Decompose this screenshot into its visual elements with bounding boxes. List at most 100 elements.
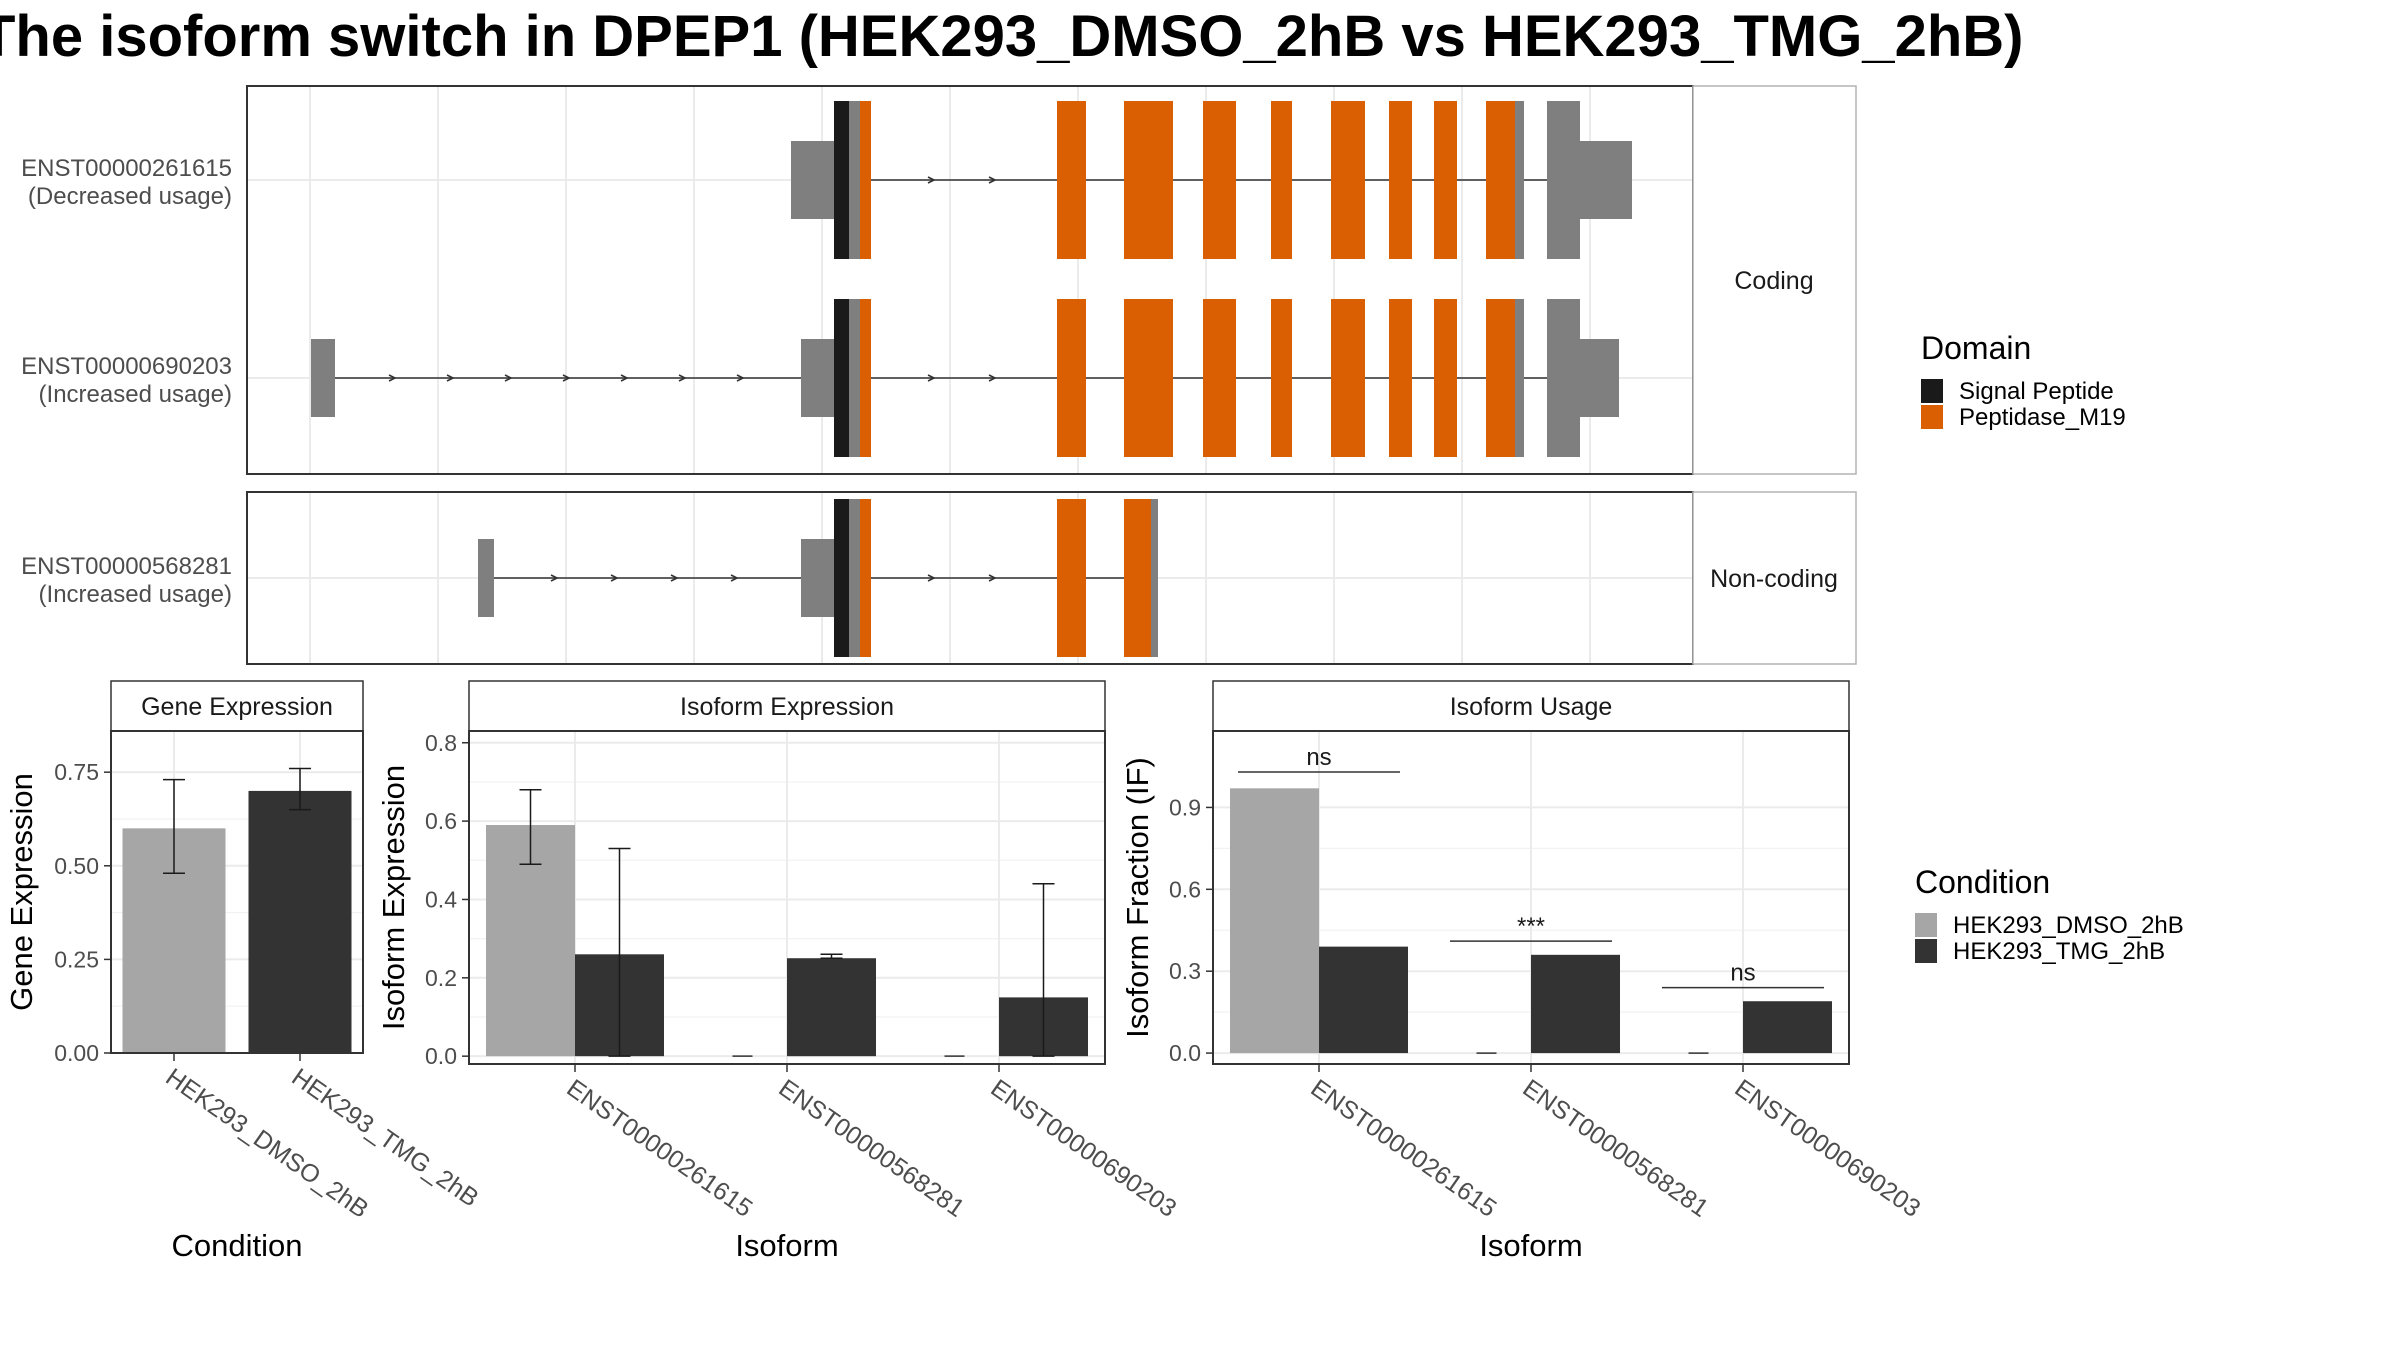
- intron-arrow: [504, 374, 513, 382]
- legend-swatch: [1921, 405, 1943, 429]
- transcript-id-label: ENST00000568281: [21, 553, 232, 580]
- facet-strip: [1692, 491, 1857, 665]
- exon: [801, 539, 834, 617]
- facet-strip: [1692, 85, 1857, 475]
- exon: [1434, 101, 1457, 259]
- legend-item-label: HEK293_DMSO_2hB: [1953, 912, 2184, 939]
- exon: [834, 299, 849, 457]
- isoform-usage-panel: Isoform Usage 0.0 0.3 0.6 0.9 ns *** ns ENST0000…: [1120, 680, 1926, 1263]
- intron-arrow: [446, 374, 455, 382]
- panel-strip: [110, 680, 364, 732]
- legend-swatch: [1915, 939, 1937, 963]
- exon: [1486, 299, 1515, 457]
- exon: [1547, 101, 1580, 259]
- transcript-structure-plot: Coding Non-coding ENST00000261615(Decrease…: [21, 85, 1857, 665]
- isoform-expression-panel: Isoform Expression 0.0 0.2 0.4 0.6 0.8 ENST000…: [376, 680, 1182, 1263]
- intron-arrow: [988, 176, 997, 184]
- y-tick-label: 0.2: [425, 965, 457, 991]
- intron-arrow: [562, 374, 571, 382]
- exon: [834, 499, 849, 657]
- x-axis-title: Isoform: [735, 1228, 838, 1263]
- exon: [1580, 339, 1619, 417]
- intron-arrow: [550, 574, 559, 582]
- panel-strip: [1212, 680, 1850, 732]
- exon: [1331, 299, 1365, 457]
- x-tick-label: ENST00000690203: [986, 1074, 1182, 1223]
- exon: [1151, 499, 1158, 657]
- x-tick-label: ENST00000261615: [562, 1074, 758, 1223]
- intron-arrow: [927, 176, 936, 184]
- bar: [1230, 788, 1319, 1054]
- exon: [1057, 101, 1086, 259]
- y-tick-label: 0.8: [425, 730, 457, 756]
- x-tick-label: HEK293_DMSO_2hB: [161, 1063, 374, 1224]
- transcript-id-label: ENST00000690203: [21, 353, 232, 380]
- exon: [860, 101, 871, 259]
- exon: [1486, 101, 1515, 259]
- panel-border: [110, 730, 364, 1054]
- x-tick-label: ENST00000568281: [1518, 1074, 1714, 1223]
- x-axis-title: Condition: [172, 1228, 303, 1263]
- exon: [478, 539, 494, 617]
- exon: [1434, 299, 1457, 457]
- transcript-id-label: ENST00000261615: [21, 155, 232, 182]
- exon: [1271, 299, 1292, 457]
- y-tick-label: 0.0: [425, 1043, 457, 1069]
- transcript-usage-label: (Decreased usage): [28, 183, 232, 210]
- exon: [834, 101, 849, 259]
- exon: [1203, 299, 1236, 457]
- transcript-usage-label: (Increased usage): [39, 581, 232, 608]
- exon: [849, 299, 860, 457]
- panel-border: [246, 85, 1694, 475]
- intron-arrow: [927, 574, 936, 582]
- exon: [1389, 299, 1412, 457]
- exon: [791, 141, 834, 219]
- exon: [860, 499, 871, 657]
- bar: [1319, 946, 1408, 1054]
- significance-label: ns: [1306, 744, 1331, 771]
- exon: [1124, 499, 1151, 657]
- legend-item-label: Signal Peptide: [1959, 378, 2114, 405]
- exon: [860, 299, 871, 457]
- y-tick-label: 0.9: [1169, 794, 1201, 820]
- x-tick-label: ENST00000261615: [1306, 1074, 1502, 1223]
- intron-arrow: [620, 374, 629, 382]
- exon: [1580, 141, 1632, 219]
- exon: [1515, 101, 1524, 259]
- panel-strip-title: Isoform Expression: [680, 693, 894, 721]
- y-axis-title: Isoform Fraction (IF): [1120, 757, 1155, 1038]
- exon: [1547, 299, 1580, 457]
- facet-label: Non-coding: [1710, 565, 1838, 593]
- y-tick-label: 0.6: [1169, 876, 1201, 902]
- significance-label: ns: [1730, 960, 1755, 987]
- gene-expression-panel: Gene Expression 0.00 0.25 0.50 0.75 HEK293_DM…: [4, 680, 484, 1263]
- domain-legend-title: Domain: [1921, 330, 2031, 366]
- bar: [1743, 1001, 1832, 1054]
- intron-arrow: [388, 374, 397, 382]
- legend-swatch: [1915, 913, 1937, 937]
- exon: [311, 339, 335, 417]
- x-tick-label: ENST00000690203: [1730, 1074, 1926, 1223]
- exon: [1515, 299, 1524, 457]
- y-axis-title: Isoform Expression: [376, 765, 411, 1030]
- y-tick-label: 0.25: [54, 946, 99, 972]
- exon: [801, 339, 834, 417]
- y-tick-label: 0.0: [1169, 1040, 1201, 1066]
- intron-arrow: [610, 574, 619, 582]
- bar: [1531, 954, 1620, 1054]
- y-tick-label: 0.6: [425, 808, 457, 834]
- intron-arrow: [678, 374, 687, 382]
- intron-arrow: [988, 574, 997, 582]
- exon: [849, 499, 860, 657]
- significance-label: ***: [1517, 913, 1545, 940]
- condition-legend-title: Condition: [1915, 864, 2050, 900]
- y-tick-label: 0.4: [425, 886, 457, 912]
- y-tick-label: 0.75: [54, 759, 99, 785]
- legend-item-label: HEK293_TMG_2hB: [1953, 938, 2165, 965]
- exon: [1057, 499, 1086, 657]
- main-title: The isoform switch in DPEP1 (HEK293_DMSO…: [0, 4, 2023, 69]
- exon: [1057, 299, 1086, 457]
- x-tick-label: ENST00000568281: [774, 1074, 970, 1223]
